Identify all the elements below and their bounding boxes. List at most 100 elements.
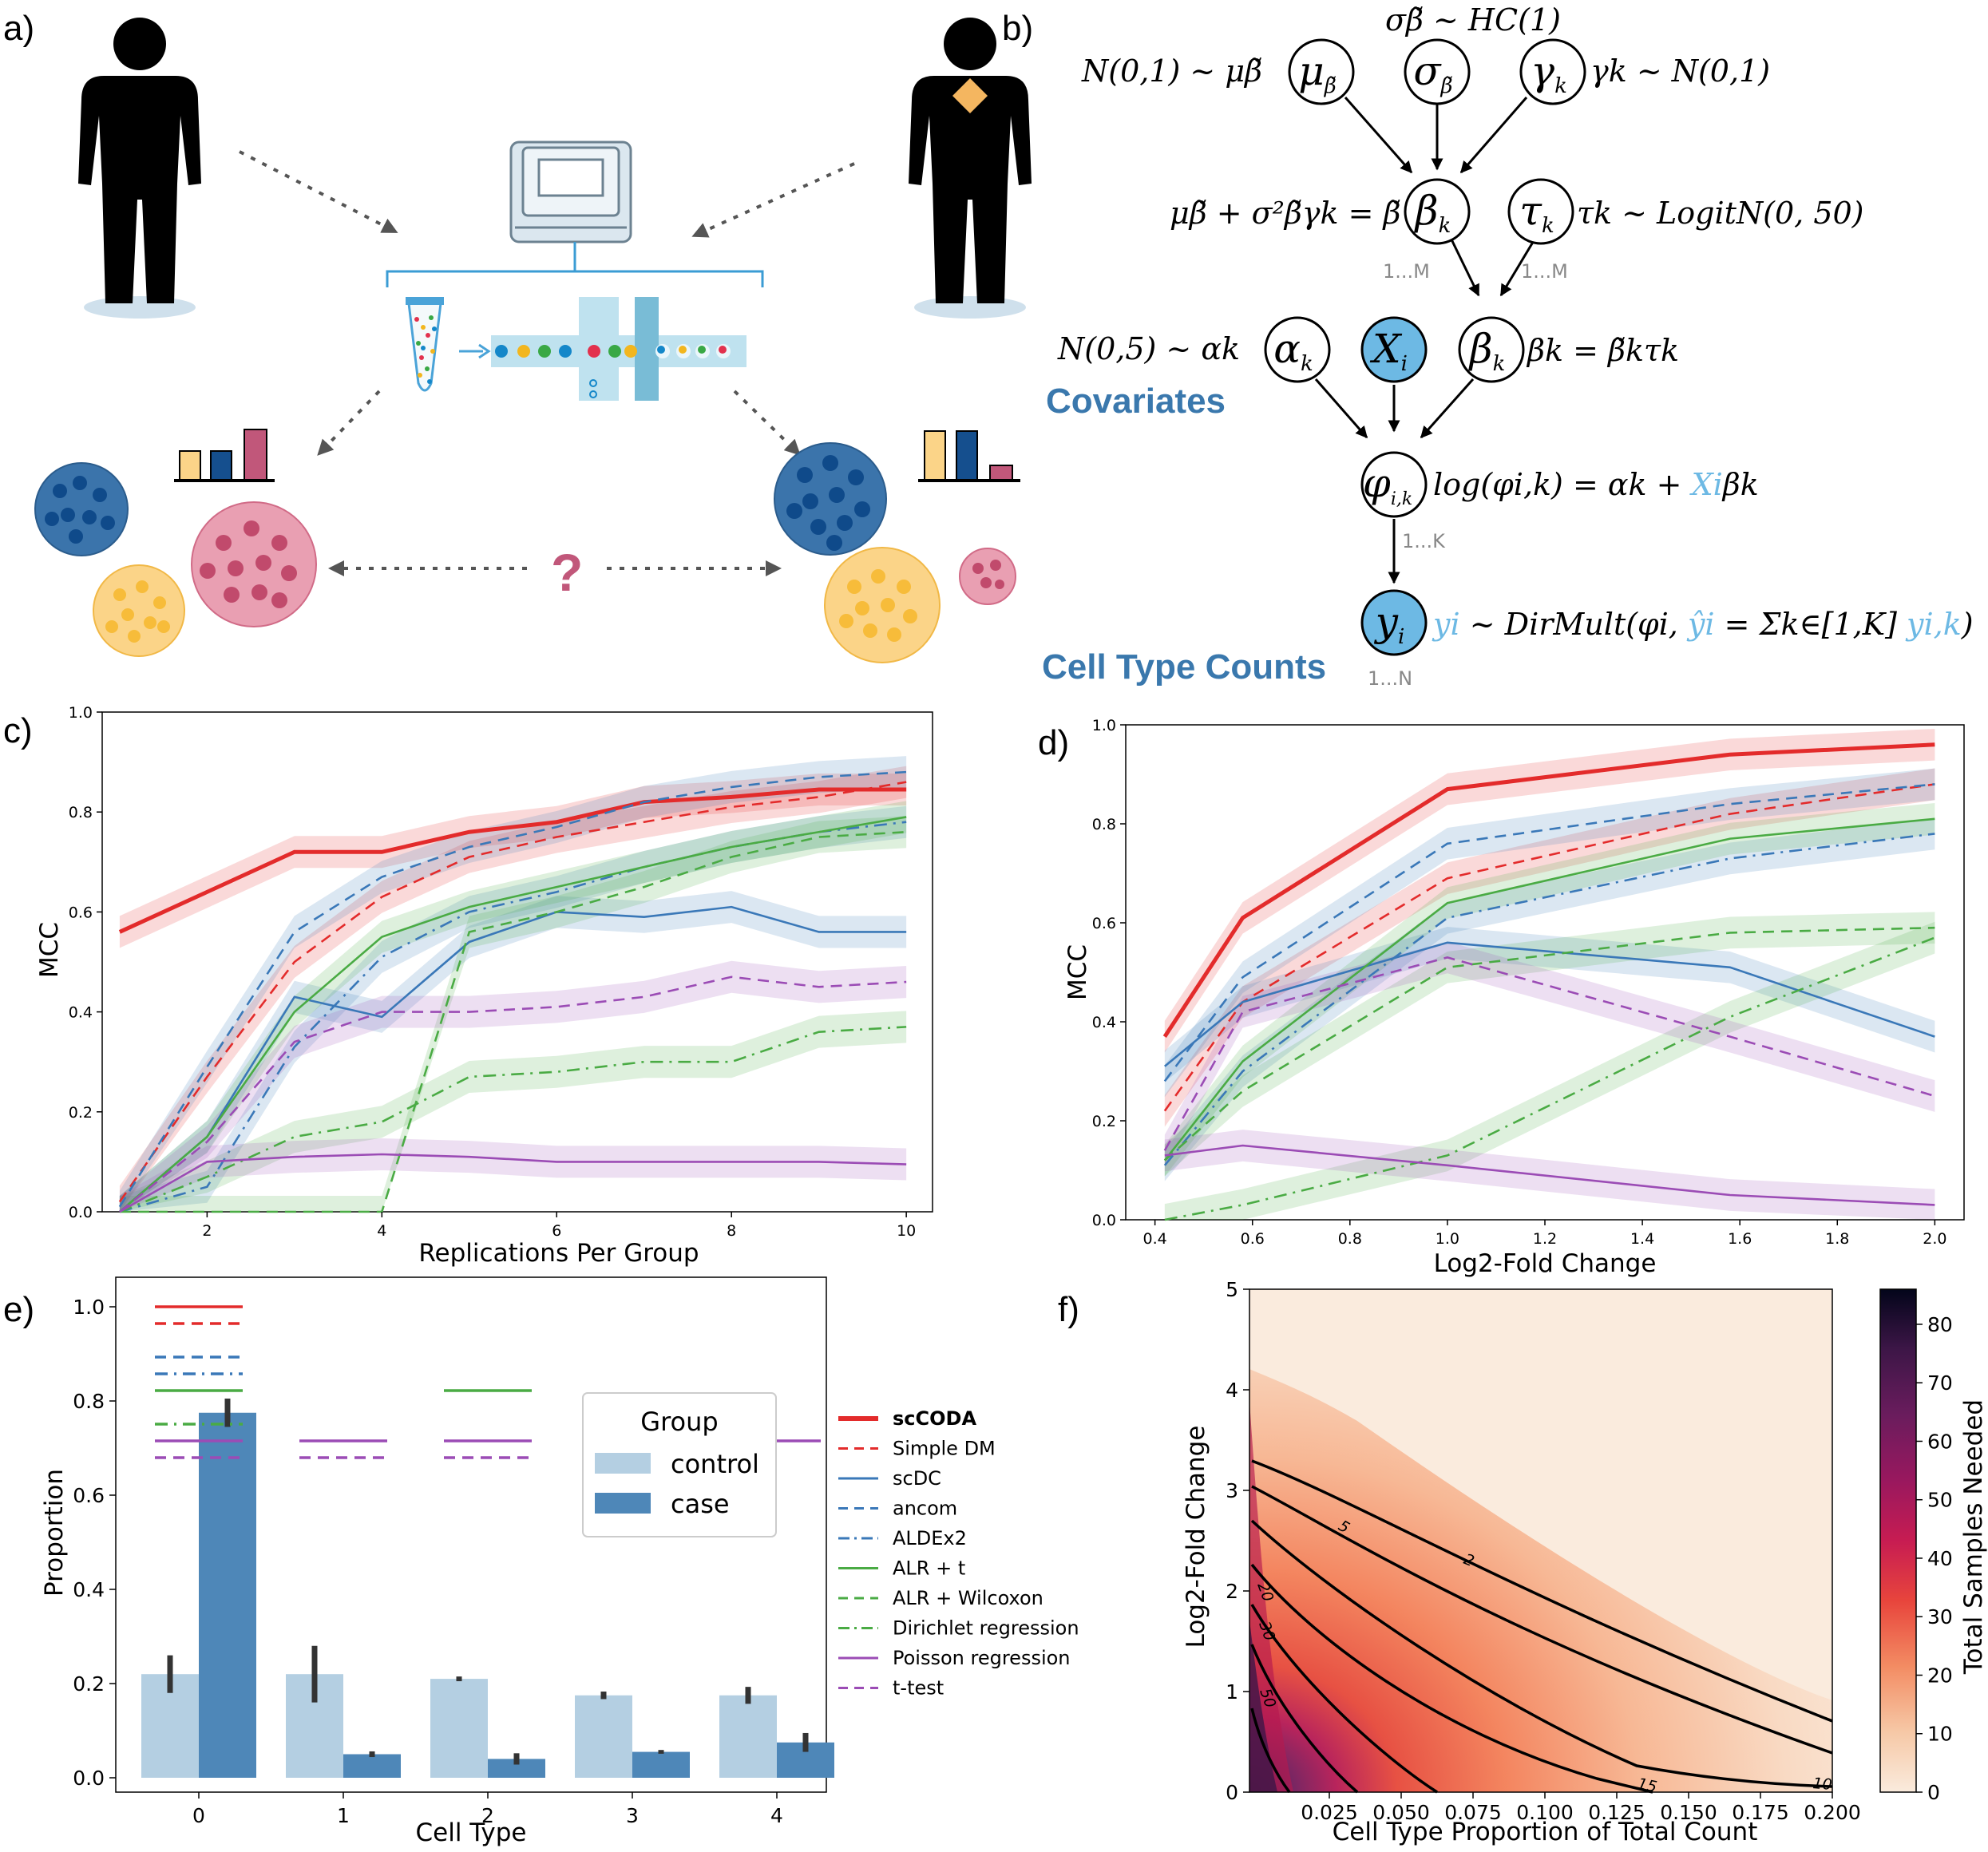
series-line-alr-t <box>1163 817 1935 1161</box>
y-tick-label: 0.0 <box>1092 1212 1116 1229</box>
plate-k: 1...K <box>1402 530 1446 552</box>
panel-label-e: e) <box>3 1290 34 1329</box>
x-tick-label: 1.8 <box>1825 1230 1849 1248</box>
panel-label-d: d) <box>1038 723 1069 762</box>
y-tick-label: 0.2 <box>69 1104 93 1122</box>
series-line-sccoda <box>118 787 907 934</box>
y-tick-label: 0.4 <box>69 1004 93 1022</box>
eq-phi: log(φi,k) = αk + Xiβk <box>1433 467 1759 502</box>
legend-label-case: case <box>671 1489 730 1519</box>
band-t-test <box>1164 941 1935 1167</box>
plot-frame-e <box>115 1276 827 1793</box>
y-tick-label: 0.6 <box>1092 915 1116 932</box>
contour-line <box>1250 1563 1653 1794</box>
colorbar-tick-label: 20 <box>1927 1664 1953 1687</box>
series-line-poisson-regression <box>119 1153 907 1213</box>
x-tick-label: 2 <box>202 1222 212 1240</box>
cell-cluster-icon <box>774 442 1016 663</box>
x-tick-label: 0.050 <box>1372 1801 1430 1824</box>
bar-control-2 <box>430 1679 488 1778</box>
panel-a: ? <box>34 18 1032 663</box>
y-tick-label: 3 <box>1226 1479 1238 1502</box>
cell-type-counts-label: Cell Type Counts <box>1042 647 1326 687</box>
bands-c <box>119 756 907 1212</box>
eq-sigma: σβ̃ ~ HC(1) <box>1385 2 1561 38</box>
colorbar <box>1879 1288 1917 1793</box>
xticks-e: 0 1 2 3 4 <box>192 1792 783 1827</box>
panel-c: 2 4 6 8 10 0.0 0.2 0.4 0.6 0.8 1.0 Replications P… <box>35 704 933 1268</box>
contour-line <box>1251 1485 1833 1755</box>
bar-control-3 <box>575 1695 632 1778</box>
series-line-simple-dm <box>118 781 907 1203</box>
x-tick-label: 0.175 <box>1732 1801 1789 1824</box>
yticks-c: 0.0 0.2 0.4 0.6 0.8 1.0 <box>69 704 102 1221</box>
y-tick-label: 0.8 <box>69 804 93 821</box>
sick-person-icon <box>909 18 1032 319</box>
lines-d <box>1162 742 1935 1221</box>
node-tau-symbol: τk <box>1519 188 1554 238</box>
series-line-ancom <box>1163 783 1935 1082</box>
node-phi <box>1360 451 1428 518</box>
series-line-alr-wilcoxon <box>119 830 907 1213</box>
panel-b: μβ̃ σβ̃ γk βk τk αk Xi βk φi,k yi σβ̃ ~ … <box>1042 2 1974 690</box>
x-tick-label: 0.100 <box>1516 1801 1574 1824</box>
x-tick-label: 0.6 <box>1241 1230 1265 1248</box>
plate-m2: 1...M <box>1521 260 1568 283</box>
contours-f <box>1250 1459 1833 1794</box>
y-tick-label: 0.6 <box>69 904 93 921</box>
bands-d <box>1164 728 1935 1220</box>
person-icon <box>78 18 201 319</box>
y-axis-label-d: MCC <box>1063 944 1092 1000</box>
series-line-dirichlet-regression <box>1164 936 1935 1221</box>
xticks-f: 0.025 0.050 0.075 0.100 0.125 0.150 0.175 0.200 <box>1301 1792 1861 1824</box>
x-tick-label: 0.150 <box>1660 1801 1717 1824</box>
contour-label: 10 <box>1812 1775 1833 1794</box>
legend-label-ancom: ancom <box>893 1498 957 1520</box>
eq-tau: τk ~ LogitN(0, 50) <box>1577 196 1864 231</box>
bar-case-1 <box>343 1754 401 1778</box>
x-tick-label: 1.2 <box>1533 1230 1557 1248</box>
node-beta-tilde <box>1404 178 1471 245</box>
colorbar-ticks: 0 10 20 30 40 50 60 70 80 <box>1916 1313 1953 1804</box>
contour-line <box>1250 1604 1438 1794</box>
heatmap-peak-region <box>1249 1620 1277 1792</box>
x-tick-label: 8 <box>727 1222 736 1240</box>
band-sccoda <box>1164 728 1935 1053</box>
y-tick-label: 0.8 <box>1092 816 1116 833</box>
series-line-simple-dm <box>1163 783 1935 1112</box>
x-tick-label: 0.200 <box>1804 1801 1861 1824</box>
bars-e <box>141 1399 834 1778</box>
band-scdc <box>119 891 907 1212</box>
panel-label-f: f) <box>1058 1290 1079 1329</box>
x-axis-label-d: Log2-Fold Change <box>1434 1249 1657 1278</box>
node-x-symbol: Xi <box>1369 326 1408 376</box>
y-tick-label: 0 <box>1226 1781 1238 1804</box>
legend-label-poisson-regression: Poisson regression <box>893 1647 1071 1669</box>
y-tick-label: 0.4 <box>73 1578 105 1601</box>
band-poisson-regression <box>1164 1130 1935 1220</box>
band-ancom <box>1164 768 1935 1098</box>
y-tick-label: 1 <box>1226 1680 1238 1704</box>
y-axis-label-f: Log2-Fold Change <box>1182 1426 1210 1648</box>
flow-arrows <box>239 150 855 576</box>
legend-swatch-case <box>595 1493 651 1514</box>
series-line-scdc <box>119 905 907 1213</box>
band-alr-t <box>119 801 907 1212</box>
series-line-t-test <box>1163 956 1935 1151</box>
panel-label-b: b) <box>1002 9 1033 48</box>
covariates-label: Covariates <box>1046 382 1226 421</box>
contour-line <box>1251 1459 1833 1723</box>
x-axis-label-f: Cell Type Proportion of Total Count <box>1333 1818 1758 1846</box>
colorbar-tick-label: 70 <box>1927 1371 1953 1395</box>
cell-cluster-icon <box>34 462 317 657</box>
contour-line <box>1250 1708 1291 1794</box>
legend-label-alr-wilcoxon: ALR + Wilcoxon <box>893 1587 1044 1609</box>
x-tick-label: 6 <box>552 1222 561 1240</box>
series-line-poisson-regression <box>1164 1144 1935 1206</box>
x-axis-label-c: Replications Per Group <box>418 1239 699 1268</box>
yticks-e: 0.0 0.2 0.4 0.6 0.8 1.0 <box>73 1296 116 1790</box>
series-line-aldex2 <box>1163 833 1935 1166</box>
colorbar-tick-label: 40 <box>1927 1547 1953 1570</box>
xticks-c: 2 4 6 8 10 <box>202 1212 916 1240</box>
node-beta <box>1458 316 1525 383</box>
